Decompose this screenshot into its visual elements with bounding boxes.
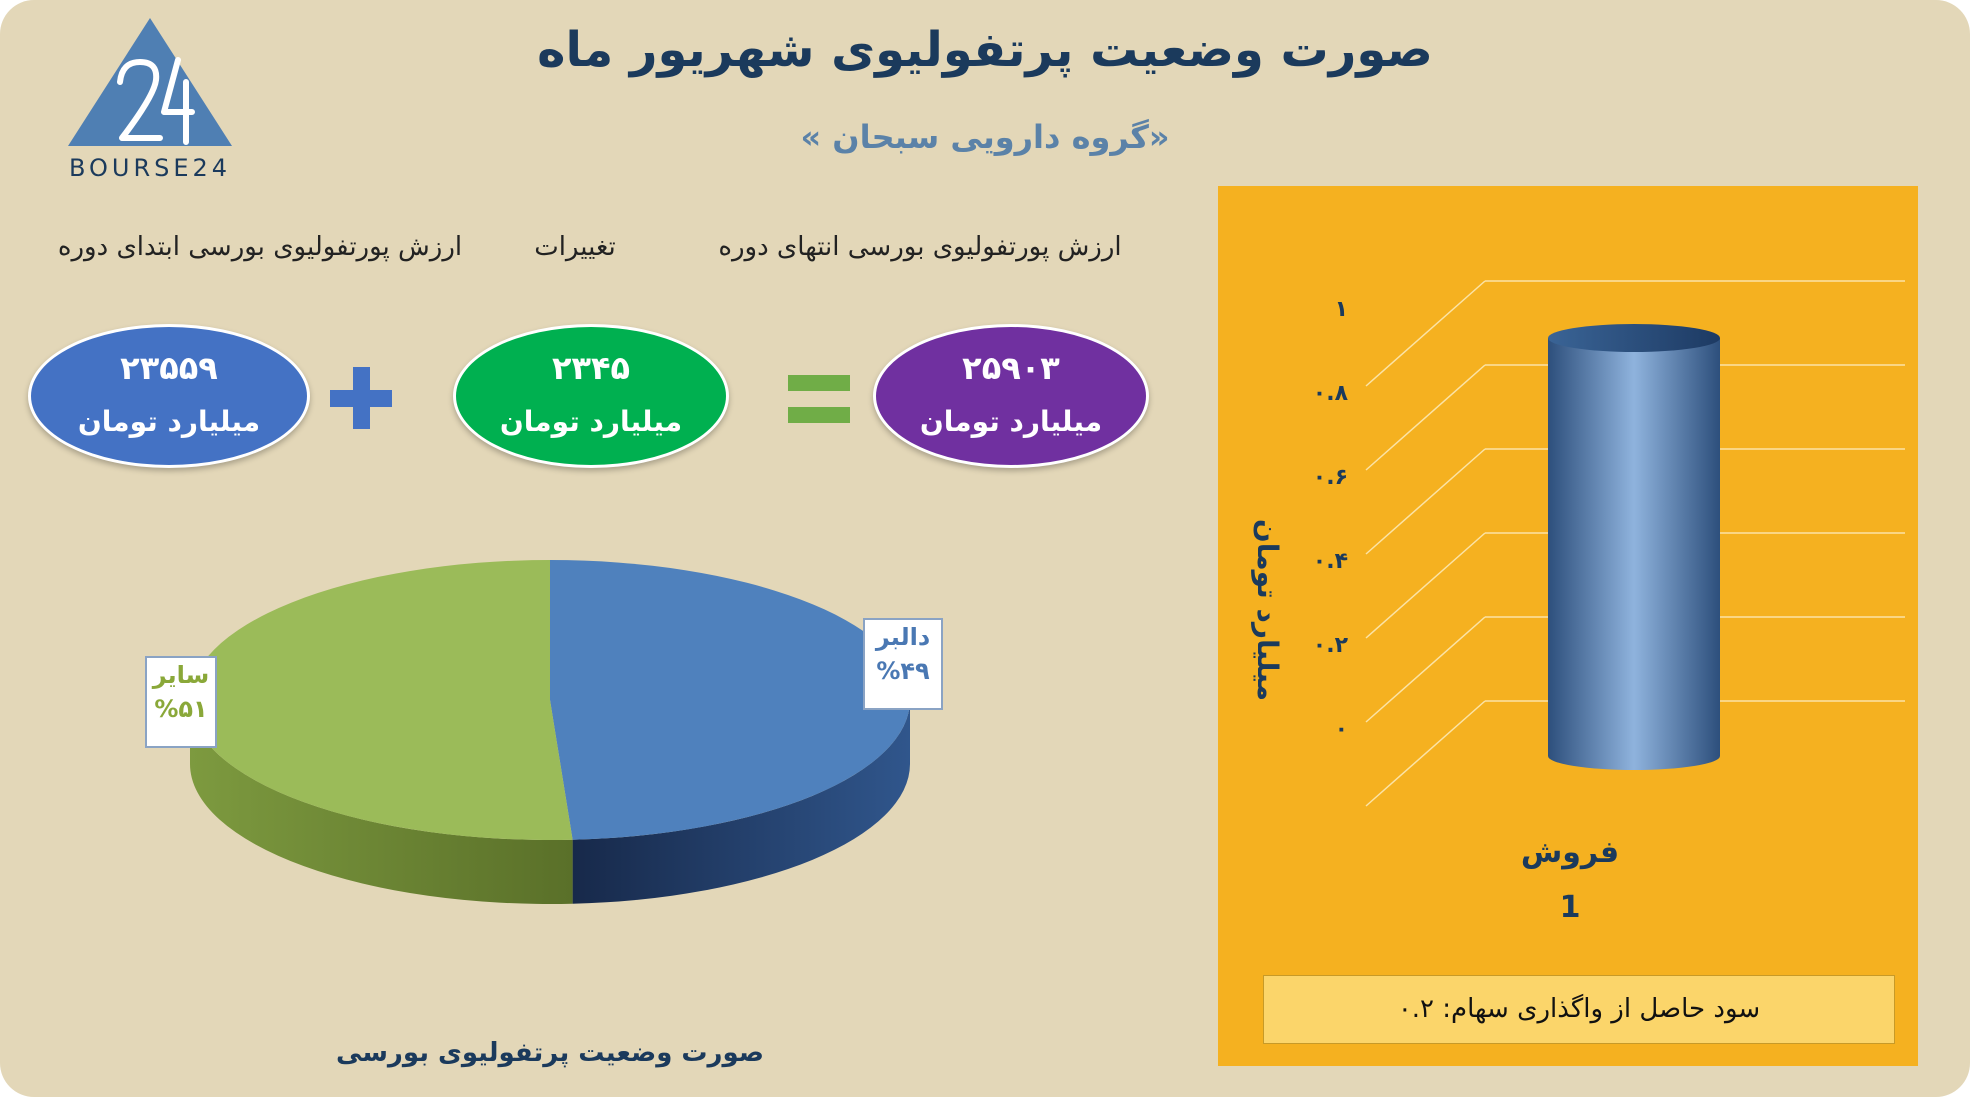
change-value: ۲۳۴۵: [551, 349, 631, 387]
start-value: ۲۳۵۵۹: [120, 349, 218, 387]
bar-chart: ۰ ۰.۲ ۰.۴ ۰.۶ ۰.۸ ۱ میلیارد تومان فروش 1: [1251, 280, 1905, 925]
pie-slice-other: [190, 560, 573, 841]
pie-chart: [190, 560, 911, 904]
bar-category-sub: 1: [1560, 890, 1581, 925]
profit-note: سود حاصل از واگذاری سهام: ۰.۲: [1263, 975, 1895, 1044]
page-title: صورت وضعیت پرتفولیوی شهریور ماه: [537, 22, 1433, 78]
y-tick-label: ۰.۴: [1313, 549, 1348, 574]
bar-column-sales: [1548, 338, 1720, 770]
change-label: تغییرات: [534, 232, 616, 262]
y-tick-label: ۰.۶: [1313, 465, 1348, 490]
pie-side-dalbar: [572, 700, 911, 904]
end-unit: میلیارد تومان: [919, 405, 1103, 438]
pie-slice-dalbar: [550, 560, 911, 840]
gridline-diag: [1365, 616, 1486, 723]
pie-label-other-name: سایر: [152, 661, 210, 689]
pie-label-other: سایر %۵۱: [145, 656, 217, 748]
start-value-oval: ۲۳۵۵۹ میلیارد تومان: [28, 324, 310, 468]
change-unit: میلیارد تومان: [499, 405, 683, 438]
end-value-oval: ۲۵۹۰۳ میلیارد تومان: [873, 324, 1149, 468]
pie-label-dalbar-value: %۴۹: [876, 657, 930, 685]
gridline-diag: [1365, 532, 1486, 639]
gridline-diag: [1365, 280, 1486, 387]
pie-label-other-value: %۵۱: [154, 695, 208, 723]
gridline-diag: [1365, 448, 1486, 555]
pie-label-dalbar: دالبر %۴۹: [863, 618, 943, 710]
gridline-diag: [1365, 700, 1486, 807]
y-tick-label: ۰.۸: [1313, 381, 1349, 406]
start-unit: میلیارد تومان: [77, 405, 261, 438]
y-tick-label: ۰.۲: [1313, 633, 1349, 658]
gridline-diag: [1365, 364, 1486, 471]
y-tick-label: ۰: [1335, 717, 1348, 742]
bourse24-logo: BOURSE24: [68, 18, 232, 181]
end-value-label: ارزش پورتفولیوی بورسی انتهای دوره: [718, 232, 1122, 262]
end-value: ۲۵۹۰۳: [962, 349, 1060, 387]
bar-column-top: [1548, 324, 1720, 352]
pie-side-other: [190, 700, 573, 904]
bar-y-axis-title: میلیارد تومان: [1251, 519, 1284, 701]
pie-label-dalbar-name: دالبر: [875, 623, 931, 651]
pie-chart-title: صورت وضعیت پرتفولیوی بورسی: [336, 1038, 764, 1068]
equals-icon: [788, 375, 850, 423]
start-value-label: ارزش پورتفولیوی بورسی ابتدای دوره: [57, 232, 463, 262]
bar-category-label: فروش: [1521, 835, 1619, 870]
plus-icon: [330, 367, 392, 429]
logo-text: BOURSE24: [69, 154, 231, 181]
page-subtitle: «گروه دارویی سبحان »: [800, 118, 1170, 156]
y-tick-label: ۱: [1335, 297, 1348, 322]
change-value-oval: ۲۳۴۵ میلیارد تومان: [453, 324, 729, 468]
